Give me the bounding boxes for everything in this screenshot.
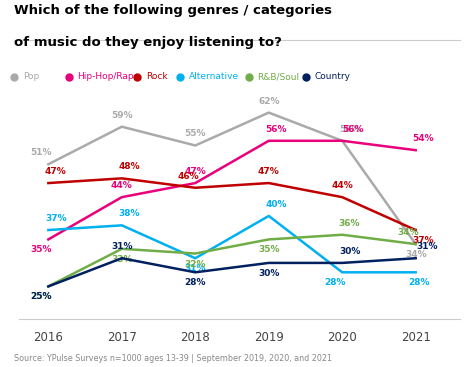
Text: 30%: 30%	[339, 247, 360, 256]
Text: 34%: 34%	[398, 228, 419, 237]
Text: 28%: 28%	[409, 278, 430, 287]
Text: 55%: 55%	[184, 130, 206, 138]
Text: R&B/Soul: R&B/Soul	[257, 72, 300, 81]
Text: 54%: 54%	[412, 134, 434, 143]
Text: 47%: 47%	[45, 167, 66, 176]
Text: 28%: 28%	[184, 278, 206, 287]
Text: 62%: 62%	[258, 97, 280, 106]
Text: of music do they enjoy listening to?: of music do they enjoy listening to?	[14, 36, 282, 49]
Text: Hip-Hop/Rap: Hip-Hop/Rap	[77, 72, 134, 81]
Text: Country: Country	[314, 72, 350, 81]
Text: 32%: 32%	[184, 259, 206, 269]
Text: 34%: 34%	[405, 250, 427, 259]
Text: 46%: 46%	[177, 172, 199, 181]
Text: 25%: 25%	[30, 292, 52, 301]
Text: 44%: 44%	[331, 181, 353, 190]
Text: 56%: 56%	[339, 125, 360, 134]
Text: 56%: 56%	[343, 125, 364, 134]
Text: 47%: 47%	[258, 167, 280, 176]
Text: 36%: 36%	[339, 219, 360, 228]
Text: 40%: 40%	[265, 200, 287, 209]
Text: 47%: 47%	[184, 167, 206, 176]
Text: 31%: 31%	[184, 264, 206, 273]
Text: 56%: 56%	[265, 125, 287, 134]
Text: 44%: 44%	[111, 181, 133, 190]
Text: 33%: 33%	[111, 255, 133, 264]
Text: Alternative: Alternative	[189, 72, 239, 81]
Text: 28%: 28%	[324, 278, 346, 287]
Text: 25%: 25%	[30, 292, 52, 301]
Text: 59%: 59%	[111, 110, 133, 120]
Text: 31%: 31%	[416, 242, 438, 251]
Text: 38%: 38%	[118, 209, 140, 218]
Text: 31%: 31%	[111, 242, 133, 251]
Text: 51%: 51%	[30, 148, 52, 157]
Text: Which of the following genres / categories: Which of the following genres / categori…	[14, 4, 332, 17]
Text: Rock: Rock	[146, 72, 168, 81]
Text: 48%: 48%	[118, 162, 140, 171]
Text: Pop: Pop	[23, 72, 39, 81]
Text: 35%: 35%	[30, 246, 52, 254]
Text: Source: YPulse Surveys n=1000 ages 13-39 | September 2019, 2020, and 2021: Source: YPulse Surveys n=1000 ages 13-39…	[14, 354, 332, 363]
Text: 35%: 35%	[258, 246, 280, 254]
Text: 37%: 37%	[412, 236, 434, 245]
Text: 37%: 37%	[45, 214, 66, 223]
Text: 30%: 30%	[258, 269, 280, 278]
